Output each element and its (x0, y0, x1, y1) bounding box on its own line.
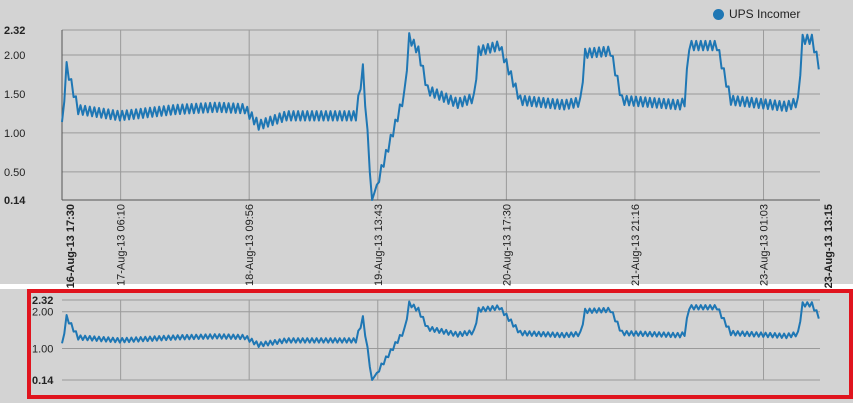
navigator-y-tick-label: 0.14 (32, 375, 54, 387)
y-tick-label: 2.00 (4, 50, 25, 62)
legend-label: UPS Incomer (729, 7, 801, 21)
y-tick-label: 0.50 (4, 167, 25, 179)
x-tick-label: 19-Aug-13 13:43 (373, 204, 385, 286)
y-tick-label: 0.14 (4, 195, 26, 207)
x-tick-label: 23-Aug-13 01:03 (759, 204, 771, 286)
navigator-y-tick-label: 2.00 (32, 307, 53, 319)
y-tick-label: 1.50 (4, 89, 25, 101)
x-tick-label: 20-Aug-13 17:30 (501, 204, 513, 286)
x-tick-label: 18-Aug-13 09:56 (244, 204, 256, 286)
navigator-panel (0, 289, 853, 403)
x-tick-label: 21-Aug-13 21:16 (630, 204, 642, 286)
x-tick-label: 17-Aug-13 06:10 (116, 204, 128, 286)
series-line-ups-incomer (61, 32, 820, 201)
legend[interactable]: UPS Incomer (713, 7, 800, 21)
x-tick-label: 16-Aug-13 17:30 (65, 204, 77, 288)
circle-icon (713, 8, 724, 20)
navigator-y-tick-label: 2.32 (32, 295, 53, 307)
navigator-highlight-box (27, 289, 853, 399)
navigator-y-tick-label: 1.00 (32, 343, 53, 355)
navigator-series-line (61, 300, 820, 381)
y-tick-label: 2.32 (4, 25, 25, 37)
y-tick-label: 1.00 (4, 128, 25, 140)
x-tick-label: 23-Aug-13 13:15 (823, 204, 835, 288)
